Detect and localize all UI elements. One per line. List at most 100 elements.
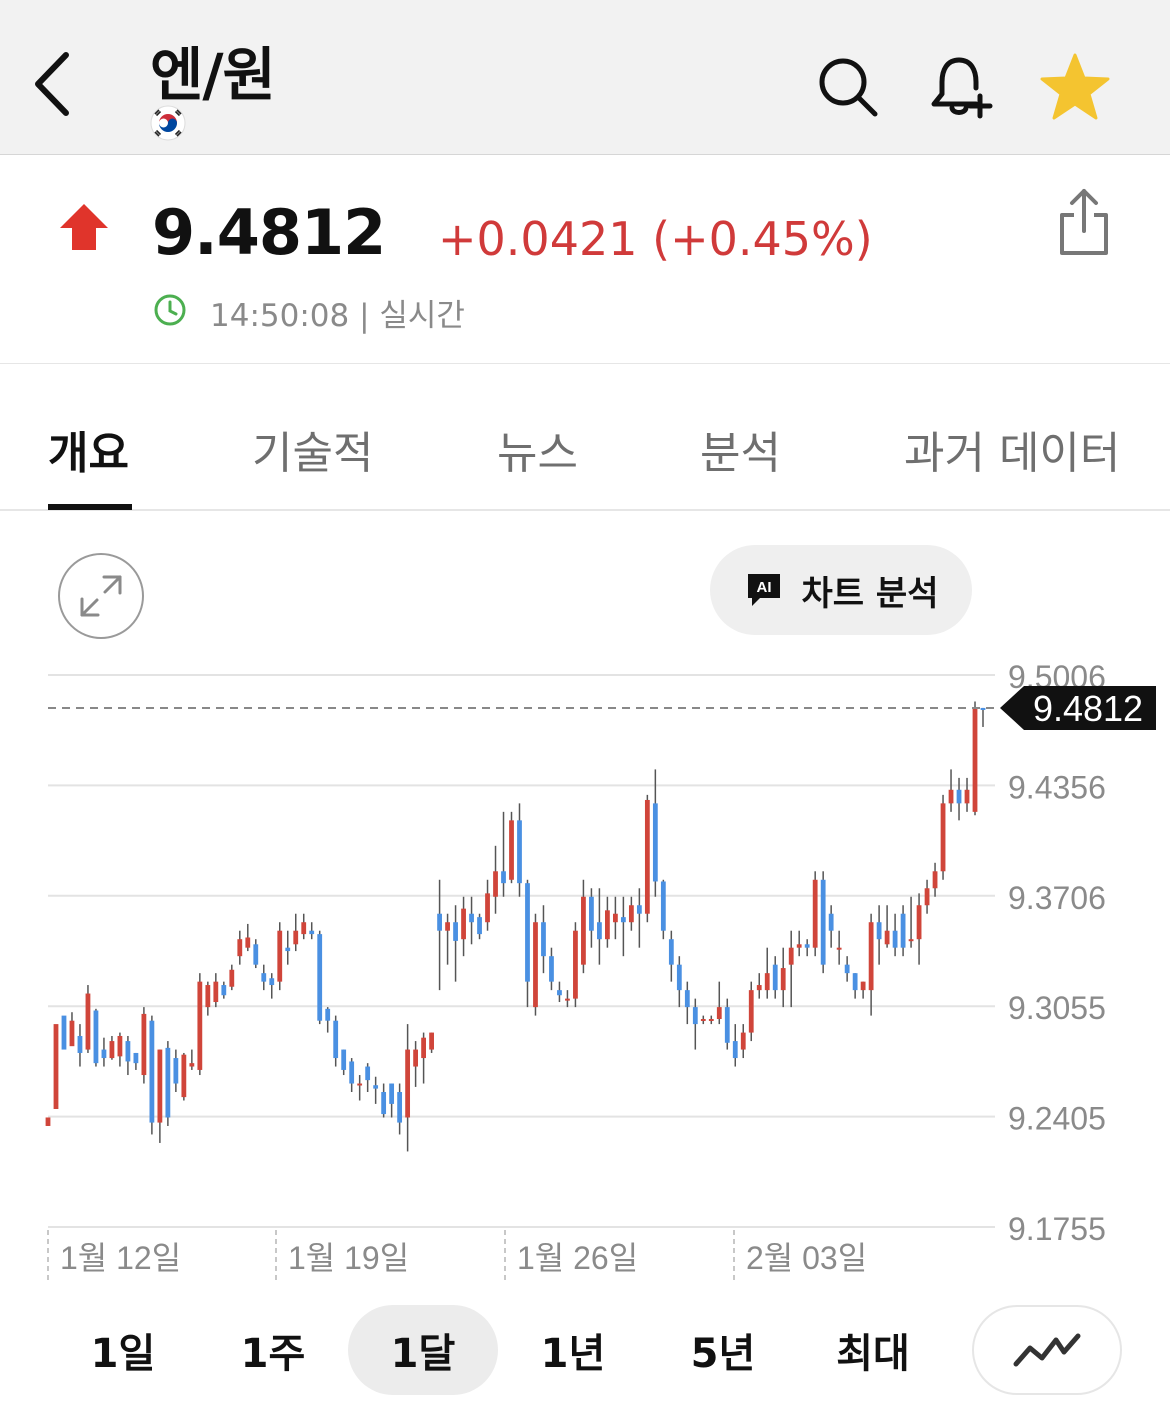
search-button[interactable]: [813, 52, 883, 122]
candle-body: [732, 1041, 738, 1059]
candle-body: [341, 1049, 347, 1070]
candle-body: [253, 944, 259, 965]
range-max[interactable]: 최대: [836, 1331, 910, 1377]
ai-chart-analysis-button[interactable]: AI 차트 분석: [710, 545, 972, 635]
x-tick-label: 2월 03일: [746, 1240, 867, 1276]
candle-body: [149, 1020, 155, 1123]
search-icon: [819, 58, 878, 117]
expand-chart-button[interactable]: [58, 553, 144, 639]
favorite-button[interactable]: [1040, 52, 1110, 122]
share-button[interactable]: [1052, 186, 1116, 258]
candle-body: [796, 944, 802, 948]
candle-body: [940, 803, 946, 872]
candle-body: [652, 803, 658, 882]
candle-body: [245, 937, 251, 948]
ai-analysis-label: 차트 분석: [801, 573, 939, 614]
tab-news[interactable]: 뉴스: [497, 428, 578, 479]
candle-body: [405, 1049, 411, 1118]
candle-body: [181, 1054, 187, 1098]
candle-body: [956, 789, 962, 804]
candle-body: [684, 990, 690, 1008]
candle-body: [980, 707, 986, 710]
candle-body: [676, 964, 682, 991]
current-price: 9.4812: [152, 196, 386, 269]
candle-body: [525, 883, 530, 982]
candle-body: [620, 917, 626, 923]
range-1y[interactable]: 1년: [540, 1331, 606, 1377]
candle-body: [932, 871, 938, 889]
candle-body: [173, 1058, 179, 1084]
candlestick-chart: 9.50069.43569.37069.30559.24059.17559.48…: [45, 659, 1156, 1281]
tab-technical[interactable]: 기술적: [252, 428, 374, 479]
tab-analysis[interactable]: 분석: [700, 428, 781, 479]
candle-body: [157, 1049, 163, 1123]
candle-body: [916, 905, 922, 940]
candle-body: [413, 1049, 419, 1067]
range-1m[interactable]: 1달: [348, 1305, 498, 1395]
candle-body: [333, 1020, 339, 1059]
candle-body: [533, 922, 538, 1008]
candle-body: [924, 888, 930, 906]
y-tick-label: 9.1755: [1008, 1211, 1106, 1247]
candle-body: [868, 922, 874, 991]
line-chart-icon: [1013, 1333, 1081, 1367]
chart-type-toggle[interactable]: [972, 1305, 1122, 1395]
candle-body: [605, 910, 610, 940]
candle-body: [708, 1019, 714, 1022]
current-price-label: 9.4812: [1033, 688, 1143, 729]
bell-plus-icon: [931, 57, 993, 119]
y-tick-label: 9.2405: [1008, 1101, 1106, 1137]
candle-body: [141, 1013, 147, 1076]
candle-body: [772, 964, 778, 991]
candle-body: [269, 978, 275, 986]
candle-body: [876, 922, 882, 940]
candle-body: [852, 973, 858, 991]
candle-body: [557, 990, 562, 996]
range-selector: 1일 1주 1달 1년 5년 최대: [0, 1305, 1170, 1405]
page-title: 엔/원: [150, 41, 276, 109]
candle-body: [213, 981, 219, 1003]
range-1d[interactable]: 1일: [90, 1331, 156, 1377]
candle-body: [221, 985, 227, 996]
candle-body: [309, 930, 315, 935]
price-chart[interactable]: 9.5006 9.4356 9.3706 9.3055 9.2405 9.1755 9.48…: [0, 645, 1170, 1290]
candle-body: [165, 1047, 171, 1118]
candle-body: [517, 820, 522, 884]
candle-body: [421, 1037, 426, 1059]
candle-body: [972, 707, 978, 812]
candle-body: [764, 973, 770, 991]
candle-body: [964, 789, 970, 804]
candle-body: [93, 1010, 99, 1064]
candle-body: [509, 820, 514, 880]
back-button[interactable]: [22, 48, 82, 120]
candle-body: [884, 930, 890, 945]
tab-overview[interactable]: 개요: [48, 428, 129, 479]
candle-body: [133, 1052, 139, 1064]
app-header: 엔/원: [0, 0, 1170, 155]
candle-body: [700, 1019, 706, 1022]
current-price-marker: [1000, 685, 1156, 730]
candle-body: [453, 922, 458, 941]
candle-body: [692, 1007, 698, 1025]
range-5y[interactable]: 5년: [690, 1331, 756, 1377]
x-tick-label: 1월 19일: [288, 1240, 409, 1276]
expand-icon: [80, 575, 122, 617]
candle-body: [285, 947, 291, 952]
candle-body: [828, 913, 834, 931]
candle-body: [581, 896, 586, 965]
candle-body: [117, 1035, 123, 1057]
candle-body: [293, 930, 299, 945]
candle-body: [69, 1020, 75, 1047]
candle-body: [397, 1092, 403, 1123]
add-alert-button[interactable]: [926, 52, 996, 122]
candle-body: [445, 922, 450, 931]
y-tick-label: 9.3055: [1008, 990, 1106, 1026]
candle-body: [820, 879, 826, 965]
candle-body: [908, 939, 914, 942]
tab-historical-data[interactable]: 과거 데이터: [904, 428, 1121, 479]
candle-body: [748, 990, 754, 1033]
candle-body: [477, 917, 482, 935]
candle-body: [804, 944, 810, 948]
arrow-up-icon: [60, 204, 108, 250]
range-1w[interactable]: 1주: [240, 1331, 306, 1377]
